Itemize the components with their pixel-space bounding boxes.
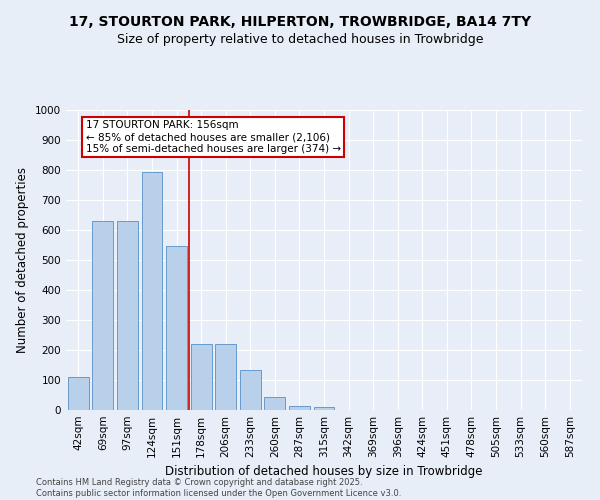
Y-axis label: Number of detached properties: Number of detached properties (16, 167, 29, 353)
Bar (142, 172, 163, 410)
Bar (117, 221, 138, 410)
Bar (191, 344, 212, 410)
Bar (215, 344, 236, 410)
Text: 17 STOURTON PARK: 156sqm
← 85% of detached houses are smaller (2,106)
15% of sem: 17 STOURTON PARK: 156sqm ← 85% of detach… (86, 120, 341, 154)
Bar (265, 398, 286, 410)
Bar (166, 246, 187, 410)
Bar (289, 406, 310, 410)
Text: Size of property relative to detached houses in Trowbridge: Size of property relative to detached ho… (117, 32, 483, 46)
Text: 17, STOURTON PARK, HILPERTON, TROWBRIDGE, BA14 7TY: 17, STOURTON PARK, HILPERTON, TROWBRIDGE… (69, 15, 531, 29)
X-axis label: Distribution of detached houses by size in Trowbridge: Distribution of detached houses by size … (165, 466, 483, 478)
Bar (240, 370, 261, 410)
Bar (92, 221, 113, 410)
Text: Contains HM Land Registry data © Crown copyright and database right 2025.
Contai: Contains HM Land Registry data © Crown c… (36, 478, 401, 498)
Bar (314, 407, 334, 410)
Bar (68, 377, 89, 410)
